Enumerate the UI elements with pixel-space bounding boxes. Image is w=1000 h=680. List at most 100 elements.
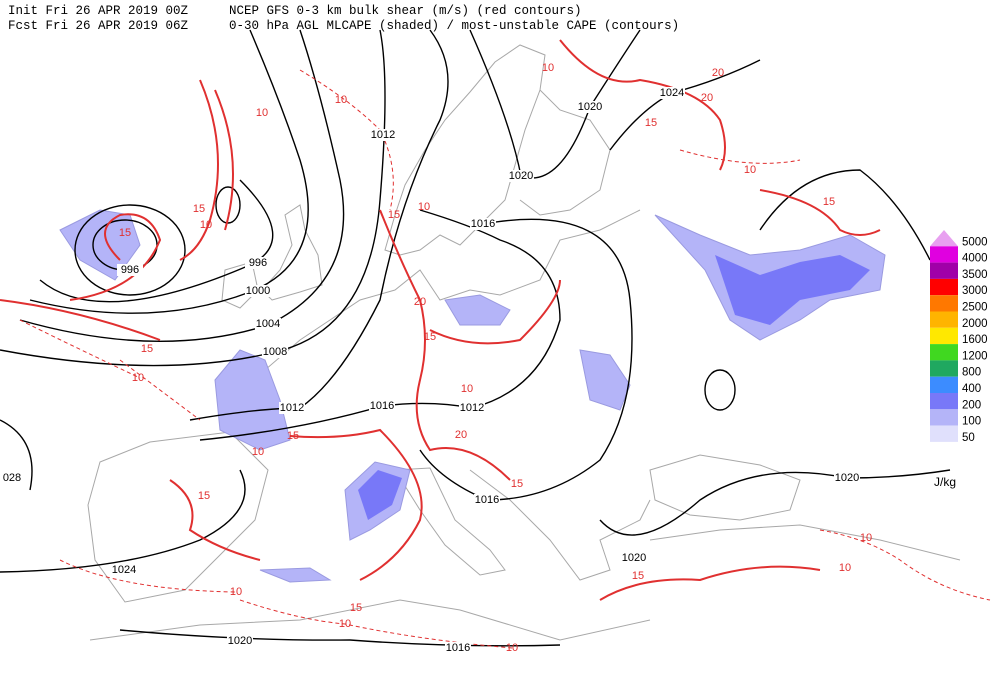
shear-contour	[759, 189, 881, 236]
balkans	[469, 469, 651, 581]
isobar-label: 1016	[446, 642, 470, 654]
legend-swatch	[930, 360, 958, 377]
shear-label: 20	[701, 92, 713, 104]
shear-label: 10	[839, 562, 851, 574]
isobar	[0, 29, 386, 367]
isobar-label: 028	[3, 472, 21, 484]
legend-label: 2000	[962, 318, 988, 330]
isobar	[189, 29, 449, 421]
shear-label: 10	[230, 586, 242, 598]
shear-contour	[0, 299, 161, 341]
legend-label: 800	[962, 367, 981, 379]
title: NCEP GFS 0-3 km bulk shear (m/s) (red co…	[229, 4, 582, 18]
isobar-label: 1020	[509, 170, 533, 182]
subtitle: 0-30 hPa AGL MLCAPE (shaded) / most-unst…	[229, 19, 679, 33]
shear-contour	[19, 319, 141, 379]
shear-label: 15	[823, 196, 835, 208]
legend-label: 200	[962, 399, 981, 411]
label-bg	[834, 472, 860, 484]
shear-label: 10	[252, 446, 264, 458]
shear-label: 10	[542, 62, 554, 74]
africa-coast	[89, 599, 651, 641]
legend-unit: J/kg	[934, 475, 956, 489]
label-bg	[470, 218, 496, 230]
map-labels: 996 996 1000 1004 1008 1012 1012 1016 1012 1016 10…	[0, 62, 872, 654]
shear-contour	[429, 279, 561, 345]
isobar	[19, 29, 345, 342]
init-time: Init Fri 26 APR 2019 00Z	[8, 4, 189, 18]
shear-label: 15	[632, 570, 644, 582]
legend-swatch	[930, 344, 958, 361]
isobar-label: 1016	[475, 494, 499, 506]
shear-label: 10	[339, 618, 351, 630]
isobar-label: 1016	[471, 218, 495, 230]
shear-contour	[679, 149, 801, 164]
forecast-time: Fcst Fri 26 APR 2019 06Z	[8, 19, 189, 33]
label-bg	[0, 472, 25, 484]
legend-swatch	[930, 327, 958, 345]
legend-label: 50	[962, 432, 975, 444]
shear-label: 10	[418, 201, 430, 213]
isobar-label: 1012	[460, 402, 484, 414]
black-sea	[649, 454, 801, 521]
shear-label: 10	[335, 94, 347, 106]
shear-contour	[69, 213, 162, 301]
isobar	[704, 369, 736, 411]
shear-label: 20	[414, 296, 426, 308]
cape-area	[444, 294, 511, 326]
shear-contour	[819, 529, 991, 601]
isobar	[759, 169, 931, 261]
legend-swatch	[930, 376, 958, 393]
label-bg	[262, 346, 288, 358]
cape-shading	[59, 209, 886, 583]
isobar-label: 1008	[263, 346, 287, 358]
shear-label: 10	[506, 642, 518, 654]
isobar-label: 1016	[370, 400, 394, 412]
shear-contour	[599, 565, 821, 601]
label-bg	[279, 402, 305, 414]
legend-label: 3500	[962, 269, 988, 281]
label-bg	[111, 564, 137, 576]
shear-contour	[179, 79, 219, 261]
label-bg	[621, 552, 647, 564]
shear-contour	[59, 559, 237, 593]
legend-swatch	[930, 246, 958, 263]
label-bg	[445, 642, 471, 654]
isobar-label: 1024	[112, 564, 136, 576]
isobar	[119, 629, 561, 647]
great-britain	[261, 204, 323, 301]
shear-label: 15	[645, 117, 657, 129]
shear-label: 20	[455, 429, 467, 441]
label-bg	[474, 494, 500, 506]
shear-label: 15	[141, 343, 153, 355]
isobar-label: 1000	[246, 285, 270, 297]
legend-label: 400	[962, 383, 981, 395]
isobar-label: 1012	[280, 402, 304, 414]
mainland-coast	[229, 209, 641, 386]
legend-label: 3000	[962, 285, 988, 297]
shear-label: 15	[350, 602, 362, 614]
shear-label: 10	[132, 372, 144, 384]
cape-area	[214, 349, 291, 451]
shear-label: 10	[461, 383, 473, 395]
italy	[394, 467, 506, 576]
label-bg	[577, 101, 603, 113]
cape-area	[579, 349, 631, 411]
turkey	[649, 524, 961, 561]
label-bg	[369, 400, 395, 412]
cape-area	[358, 470, 402, 520]
cape-area	[715, 255, 870, 325]
isobar	[0, 469, 246, 573]
legend-swatch	[930, 311, 958, 328]
legend-label: 2500	[962, 302, 988, 314]
shear-label: 10	[860, 532, 872, 544]
legend-swatch	[930, 425, 958, 442]
isobar-label: 996	[249, 257, 267, 269]
shear-label: 15	[388, 209, 400, 221]
isobar	[29, 29, 309, 314]
isobars	[0, 29, 951, 647]
isobar	[599, 469, 951, 536]
cape-area	[259, 567, 332, 583]
iberia	[87, 431, 269, 603]
shear-contour	[214, 89, 234, 231]
